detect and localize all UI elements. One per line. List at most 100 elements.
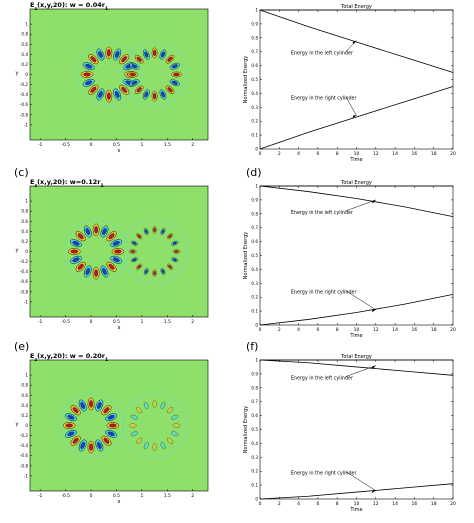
panel-label-d: (d) [246,166,262,179]
x-tick-label: 2 [278,327,281,333]
x-tick-label: 0 [259,327,262,333]
x-tick-label: 0 [259,151,262,157]
x-tick-label: 16 [412,151,418,157]
lobe-core [112,257,120,263]
field-lobe [134,54,144,64]
x-axis-label: Time [349,507,362,513]
y-tick-label: 0.7 [251,399,258,404]
field-lobe [136,263,143,270]
plot-frame [259,9,454,150]
lobe-core [153,227,156,233]
lobe-core [103,437,110,444]
lobe-core [94,269,98,277]
y-tick-label: 0 [255,323,258,328]
annotation-1: Total Energy [340,4,372,10]
y-tick-label: 0.6 [251,413,258,418]
lobe-core [171,80,178,85]
lobe-outer [130,431,139,437]
y-tick-label: -0.4 [20,269,29,274]
x-tick-label: 0 [90,142,93,148]
panel-label-c-text: (c) [14,166,29,179]
field-pattern [63,219,188,284]
y-tick-label: -0.8 [20,463,29,468]
plot-frame [259,185,454,326]
field-lobe [171,431,179,437]
field-lobe [88,84,99,95]
y-tick-label: -1 [24,122,29,127]
y-tick-label: 0.6 [21,393,28,398]
field-lobe [62,422,76,429]
lobe-core [152,49,157,57]
lobe-core [167,87,173,93]
y-tick-label: -1 [24,473,29,478]
field-lobe [82,62,95,71]
field-plot: -1 -0.5 0 0.5 1 1.5 2 1 0.8 0.6 0.4 0.2 0 -0.2 -0.4 -0.… [16,178,209,331]
lobe-core [83,72,91,77]
x-tick-label: 6 [316,151,319,157]
y-tick-label: 0.8 [251,211,258,216]
cylinder-2 [122,393,188,458]
annotation-arrowhead [352,115,357,119]
y-tick-label: -0.6 [20,102,29,107]
lobe-core [132,258,137,262]
y-tick-label: 1 [25,373,28,378]
y-tick-label: 0.4 [251,267,258,272]
cylinder-boundary [63,219,129,284]
annotation-arrowhead [352,40,357,45]
x-tick-label: -0.5 [61,142,70,148]
x-tick-label: 0.5 [113,493,120,499]
y-tick-label: 0.2 [251,295,258,300]
y-tick-label: 0.4 [21,403,28,408]
lobe-core [168,234,172,239]
lobe-core [98,91,103,98]
y-tick-label: 0.8 [21,209,28,214]
field-lobe [83,225,92,238]
field-lobe [105,413,118,422]
series-line-3 [259,483,454,500]
field-lobe [134,85,144,95]
y-tick-label: 0.9 [251,21,258,26]
lobe-outer [166,407,174,414]
lobe-core [85,80,93,86]
field-lobe [82,78,95,87]
lobe-core [94,226,98,234]
annotation-text: Energy in the right cylinder [291,290,357,296]
field-lobe [64,429,77,438]
x-tick-label: 20 [450,327,456,333]
annotation-2: Energy in the left cylinder [291,199,376,216]
field-lobe [160,267,166,276]
y-tick-label: 0.6 [21,219,28,224]
lobe-core [172,258,177,262]
field-lobe [171,71,182,78]
y-tick-label: 0.4 [251,91,258,96]
x-tick-label: 6 [316,501,319,507]
y-axis-label: y [16,422,19,428]
lobe-core [85,228,90,235]
lobe-outer [143,441,149,450]
y-tick-label: 0.9 [251,371,258,376]
lobe-core [72,437,79,444]
x-tick-label: 0 [90,319,93,325]
annotation-text: Energy in the left cylinder [291,376,353,382]
annotation-arrowhead [371,490,376,494]
annotation-arrowhead [371,365,376,370]
field-lobe [151,47,158,59]
lobe-core [130,250,136,253]
x-tick-label: 10 [354,327,360,333]
field-lobe [130,257,139,263]
x-tick-label: 2 [278,501,281,507]
energy-plot: 0 2 4 6 8 10 12 14 16 18 20 0 0.1 0.2 0.3 0.4 0.5 0.6 0.7 0… [243,354,456,513]
lobe-core [89,400,93,408]
annotation-text: Energy in the right cylinder [291,471,357,477]
lobe-core [77,263,84,270]
annotation-1: Total Energy [340,354,372,360]
lobe-outer [171,431,179,437]
field-pattern [76,42,188,107]
annotation-text: Energy in the right cylinder [291,96,357,102]
field-lobe [70,435,81,446]
x-tick-label: 16 [412,501,418,507]
cylinder-1 [58,393,124,458]
field-lobe [166,437,174,444]
y-tick-label: -0.8 [20,289,29,294]
y-tick-label: 0.5 [251,253,258,258]
